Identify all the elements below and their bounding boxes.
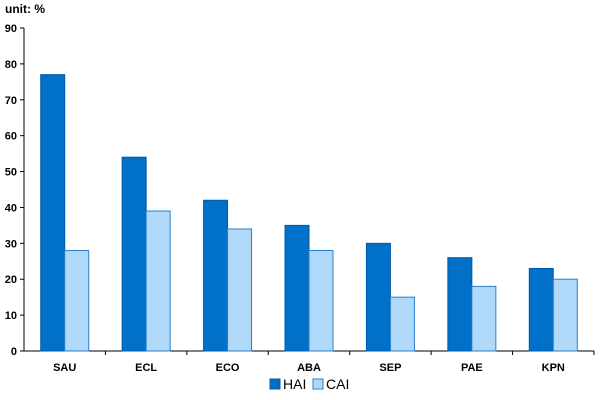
y-tick-label: 60 (5, 131, 17, 143)
bar-hai-ecl (121, 156, 147, 352)
bars (40, 74, 578, 352)
y-tick-label: 40 (5, 202, 17, 214)
y-tick-label: 90 (5, 23, 17, 35)
bar-cai-sep (389, 296, 415, 352)
unit-label: unit: % (5, 2, 45, 16)
bar-cai-aba (308, 250, 334, 352)
y-tick-label: 30 (5, 238, 17, 250)
x-tick-label: ABA (297, 362, 321, 374)
legend: HAI CAI (269, 376, 349, 392)
bar-cai-pae (471, 285, 497, 352)
bar-hai-pae (447, 257, 473, 352)
bar-cai-kpn (552, 278, 578, 352)
bar-hai-sau (40, 74, 66, 352)
bar-cai-eco (227, 228, 253, 352)
y-tick-label: 70 (5, 95, 17, 107)
bar-hai-sep (365, 242, 391, 352)
legend-label-cai: CAI (326, 376, 349, 392)
y-tick-label: 80 (5, 59, 17, 71)
x-tick-label: ECL (135, 362, 157, 374)
legend-label-hai: HAI (283, 376, 306, 392)
bar-cai-ecl (145, 210, 171, 352)
legend-swatch-cai (312, 378, 324, 390)
x-tick-label: KPN (542, 362, 565, 374)
y-tick-label: 50 (5, 167, 17, 179)
y-tick-label: 0 (11, 346, 17, 358)
x-tick-label: SAU (53, 362, 76, 374)
legend-swatch-hai (269, 378, 281, 390)
bar-hai-aba (284, 224, 310, 352)
y-tick-label: 20 (5, 274, 17, 286)
bar-hai-kpn (528, 267, 554, 352)
x-tick-label: ECO (216, 362, 240, 374)
y-tick-label: 10 (5, 310, 17, 322)
x-tick-label: SEP (379, 362, 401, 374)
axes: 0 10 20 30 40 50 60 70 80 90 SAU ECL ECO ABA SEP PAE KPN (5, 23, 595, 374)
x-tick-label: PAE (461, 362, 483, 374)
bar-hai-eco (203, 199, 229, 352)
bar-cai-sau (64, 250, 90, 352)
